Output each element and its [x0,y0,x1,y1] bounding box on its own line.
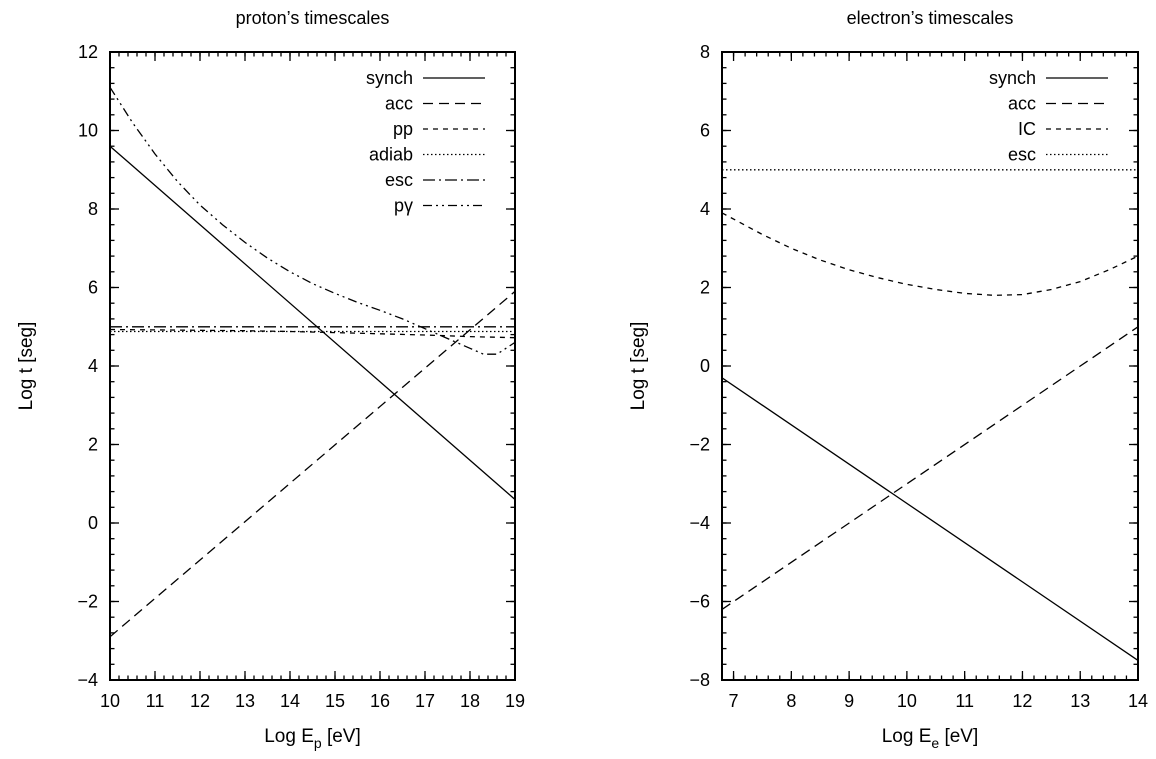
y-tick-label: −2 [689,435,710,455]
x-tick-label: 15 [325,691,345,711]
legend-label: pp [393,119,413,139]
series-line-acc [110,290,515,638]
series-group [110,86,515,638]
series-line-synch [722,377,1138,661]
series-line-pp [110,328,515,339]
x-axis-label-main: Log E [882,726,932,747]
y-tick-label: 0 [700,356,710,376]
x-tick-label: 13 [1070,691,1090,711]
plot-frame [109,51,516,681]
x-tick-label: 10 [100,691,120,711]
x-tick-label: 9 [844,691,854,711]
y-tick-label: 4 [88,356,98,376]
y-axis-label: Log t [seg] [16,322,37,411]
x-tick-label: 14 [280,691,300,711]
legend-label: synch [989,68,1036,88]
x-tick-label: 14 [1128,691,1148,711]
legend-label: pγ [394,196,413,216]
y-tick-label: 4 [700,199,710,219]
x-axis-label-subscript: p [314,735,322,751]
legend-label: esc [385,170,413,190]
x-axis-label-unit: [eV] [322,726,361,747]
legend-label: acc [385,94,413,114]
y-tick-label: 8 [700,42,710,62]
y-tick-label: 2 [700,278,710,298]
legend-label: synch [366,68,413,88]
y-tick-label: 6 [88,278,98,298]
y-tick-label: 10 [78,121,98,141]
x-tick-label: 17 [415,691,435,711]
legend-label: adiab [369,145,413,165]
x-tick-label: 10 [897,691,917,711]
y-tick-label: −2 [77,592,98,612]
x-axis-label: Log Ee [eV] [882,726,979,751]
y-tick-label: 0 [88,513,98,533]
chart-panel-2: electron’s timescales 7 8 9 10 11 12 13 14 −8 −6 −4… [628,8,1148,751]
x-tick-label: 18 [460,691,480,711]
y-tick-label: −8 [689,670,710,690]
x-tick-label: 12 [1012,691,1032,711]
y-axis-label: Log t [seg] [628,322,649,411]
y-tick-label: 6 [700,121,710,141]
x-tick-label: 19 [505,691,525,711]
y-tick-label: 8 [88,199,98,219]
x-axis-label-subscript: e [931,735,939,751]
series-line-IC [722,212,1138,296]
x-tick-label: 16 [370,691,390,711]
y-tick-label: −4 [77,670,98,690]
x-tick-label: 11 [146,691,165,711]
y-tick-label: 12 [78,42,98,62]
plot-frame [721,51,1139,681]
x-tick-label: 8 [786,691,796,711]
chart-panel-1: proton’s timescales 10 11 12 13 14 15 16 17 18 19 −… [16,8,525,751]
x-axis-label-main: Log E [264,726,314,747]
series-line-synch [110,145,515,500]
legend-label: acc [1008,94,1036,114]
x-axis-label: Log Ep [eV] [264,726,361,751]
x-axis-label-unit: [eV] [939,726,978,747]
legend-label: IC [1018,119,1036,139]
y-tick-label: 2 [88,435,98,455]
chart-title: proton’s timescales [236,8,390,28]
x-tick-label: 11 [955,691,974,711]
x-tick-label: 12 [190,691,210,711]
chart-title: electron’s timescales [847,8,1014,28]
series-line-p [110,86,515,355]
series-line-acc [722,326,1138,610]
y-tick-label: −6 [689,592,710,612]
series-group [722,169,1138,661]
y-tick-label: −4 [689,513,710,533]
legend-label: esc [1008,145,1036,165]
x-tick-label: 7 [729,691,739,711]
x-tick-label: 13 [235,691,255,711]
